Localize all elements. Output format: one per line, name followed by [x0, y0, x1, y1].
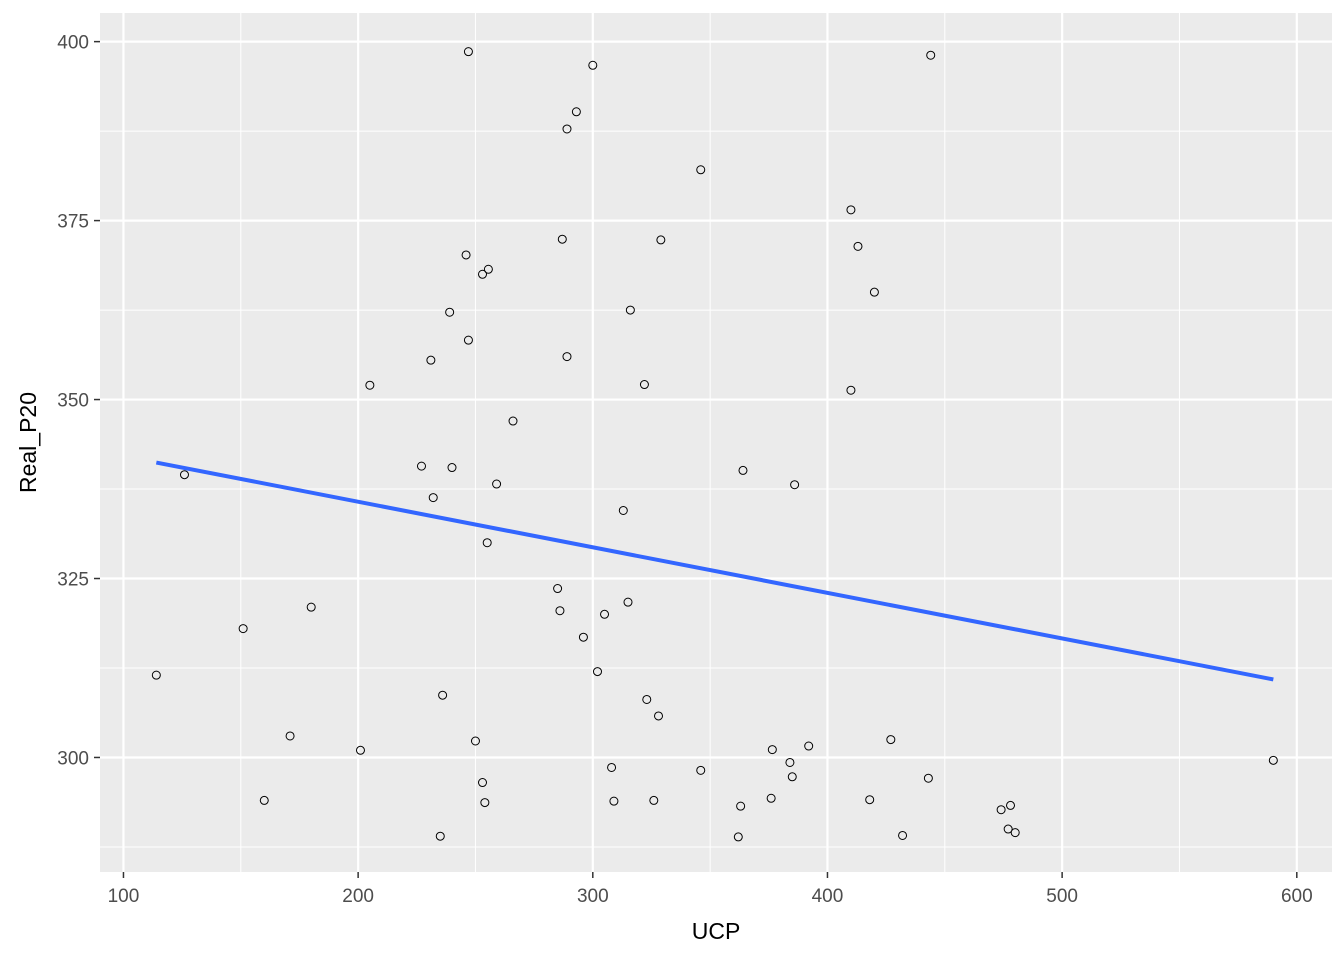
data-point — [625, 305, 635, 315]
data-point — [696, 765, 706, 775]
data-point — [416, 461, 426, 471]
data-point — [846, 205, 856, 215]
data-point — [1006, 800, 1016, 810]
data-point — [285, 731, 295, 741]
data-point — [609, 796, 619, 806]
data-point — [151, 670, 161, 680]
data-point — [1268, 755, 1278, 765]
data-point — [618, 506, 628, 516]
data-point — [736, 801, 746, 811]
x-tick-label: 500 — [1046, 886, 1078, 907]
y-tick-label: 400 — [57, 33, 89, 54]
data-point — [562, 352, 572, 362]
data-point — [482, 538, 492, 548]
minor-gridlines — [100, 13, 1332, 872]
data-point — [478, 269, 488, 279]
x-tick-label: 300 — [577, 886, 609, 907]
data-point — [804, 741, 814, 751]
data-point — [923, 773, 933, 783]
y-tick-label: 300 — [57, 748, 89, 769]
data-point — [654, 711, 664, 721]
data-point — [846, 385, 856, 395]
data-point — [445, 307, 455, 317]
data-point — [571, 107, 581, 117]
data-point — [238, 624, 248, 634]
data-point — [553, 584, 563, 594]
data-point — [787, 772, 797, 782]
data-point — [557, 234, 567, 244]
data-point — [426, 355, 436, 365]
data-point — [696, 165, 706, 175]
data-point — [790, 480, 800, 490]
data-point — [656, 235, 666, 245]
data-point — [592, 667, 602, 677]
data-point — [738, 465, 748, 475]
data-point — [600, 609, 610, 619]
data-point — [865, 795, 875, 805]
data-point — [428, 493, 438, 503]
data-point — [996, 805, 1006, 815]
plot-panel — [100, 13, 1332, 872]
data-point — [607, 762, 617, 772]
data-point — [869, 287, 879, 297]
data-point — [365, 380, 375, 390]
data-point — [649, 795, 659, 805]
data-point — [478, 778, 488, 788]
data-point — [639, 380, 649, 390]
data-point — [1010, 828, 1020, 838]
y-tick-label: 325 — [57, 570, 89, 591]
data-point — [733, 832, 743, 842]
data-point — [853, 241, 863, 251]
data-points — [151, 47, 1278, 842]
data-point — [1003, 824, 1013, 834]
x-tick-label: 400 — [812, 886, 844, 907]
data-point — [886, 735, 896, 745]
x-tick-label: 200 — [342, 886, 374, 907]
y-tick-label: 350 — [57, 391, 89, 412]
data-point — [438, 690, 448, 700]
data-point — [447, 463, 457, 473]
y-tick-label: 375 — [57, 212, 89, 233]
data-point — [562, 124, 572, 134]
x-axis: 100 200 300 400 500 600 — [108, 872, 1313, 907]
data-point — [766, 793, 776, 803]
data-point — [463, 335, 473, 345]
data-point — [578, 632, 588, 642]
data-point — [767, 745, 777, 755]
data-point — [555, 606, 565, 616]
data-point — [306, 602, 316, 612]
trend-line — [155, 460, 1274, 682]
data-point — [463, 47, 473, 57]
x-tick-label: 100 — [108, 886, 140, 907]
data-point — [259, 795, 269, 805]
data-point — [508, 416, 518, 426]
data-point — [461, 250, 471, 260]
major-gridlines — [100, 13, 1332, 872]
data-point — [588, 60, 598, 70]
y-axis-title: Real_P20 — [15, 392, 41, 493]
data-point — [492, 479, 502, 489]
data-point — [623, 597, 633, 607]
x-tick-label: 600 — [1281, 886, 1313, 907]
data-point — [435, 831, 445, 841]
data-point — [483, 264, 493, 274]
data-point — [355, 745, 365, 755]
data-point — [926, 50, 936, 60]
data-point — [898, 830, 908, 840]
data-point — [785, 757, 795, 767]
data-point — [480, 798, 490, 808]
y-axis: 300 325 350 375 400 — [57, 33, 100, 769]
x-axis-title: UCP — [692, 918, 741, 944]
data-point — [642, 694, 652, 704]
data-point — [470, 736, 480, 746]
trend-line-layer — [155, 460, 1274, 682]
data-point — [179, 470, 189, 480]
